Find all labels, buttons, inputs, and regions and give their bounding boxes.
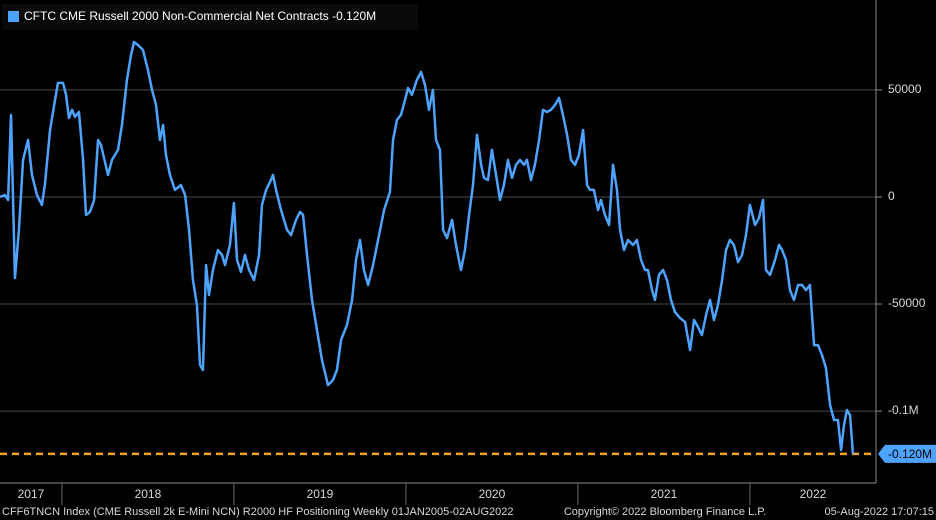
y-tick-label: 0 <box>888 189 895 203</box>
footer-copyright: Copyright© 2022 Bloomberg Finance L.P. <box>564 506 766 518</box>
footer-description: CFF6TNCN Index (CME Russell 2k E-Mini NC… <box>2 506 513 518</box>
x-tick-label: 2019 <box>307 487 334 501</box>
x-tick-label: 2020 <box>479 487 506 501</box>
y-tick-label: -50000 <box>888 296 926 310</box>
legend-label: CFTC CME Russell 2000 Non-Commercial Net… <box>24 9 376 23</box>
current-value-label: -0.120M <box>888 447 932 461</box>
x-tick-label: 2017 <box>18 487 45 501</box>
legend-swatch <box>8 11 19 22</box>
footer-timestamp: 05-Aug-2022 17:07:15 <box>825 506 934 518</box>
y-tick-label: -0.1M <box>888 403 919 417</box>
y-tick-label: 50000 <box>888 82 922 96</box>
data-line <box>0 40 855 454</box>
x-tick-label: 2018 <box>135 487 162 501</box>
current-value-tag <box>878 444 936 463</box>
legend-value: -0.120M <box>332 9 376 23</box>
legend-box <box>2 4 418 30</box>
x-tick-label: 2021 <box>651 487 678 501</box>
legend-name: CFTC CME Russell 2000 Non-Commercial Net… <box>24 9 329 23</box>
x-tick-label: 2022 <box>800 487 827 501</box>
